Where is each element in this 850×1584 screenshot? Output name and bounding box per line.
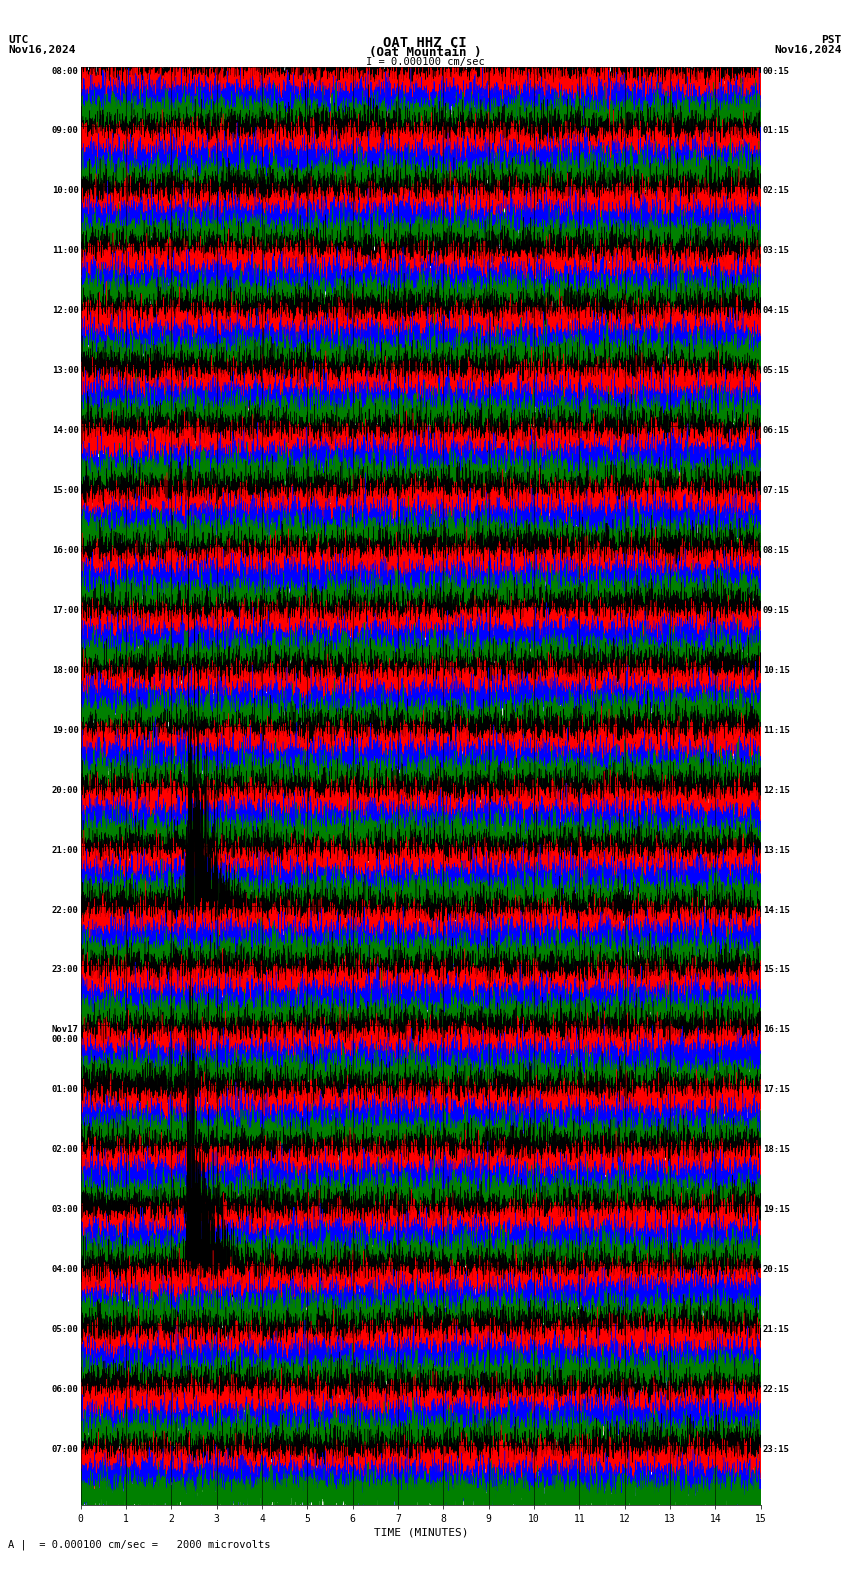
Text: 02:15: 02:15 — [762, 187, 790, 195]
Text: 10:00: 10:00 — [52, 187, 79, 195]
Text: 11:15: 11:15 — [762, 725, 790, 735]
Text: 22:00: 22:00 — [52, 906, 79, 914]
Text: 14:15: 14:15 — [762, 906, 790, 914]
Text: 04:15: 04:15 — [762, 306, 790, 315]
Text: 20:00: 20:00 — [52, 786, 79, 795]
Text: 17:00: 17:00 — [52, 605, 79, 615]
Text: 04:00: 04:00 — [52, 1266, 79, 1274]
Text: 07:00: 07:00 — [52, 1445, 79, 1454]
Text: PST: PST — [821, 35, 842, 44]
Text: Nov16,2024: Nov16,2024 — [8, 46, 76, 55]
Text: 12:15: 12:15 — [762, 786, 790, 795]
Text: 01:00: 01:00 — [52, 1085, 79, 1095]
Text: 06:15: 06:15 — [762, 426, 790, 436]
Text: 16:15: 16:15 — [762, 1025, 790, 1034]
Text: 23:00: 23:00 — [52, 965, 79, 974]
Text: 15:15: 15:15 — [762, 965, 790, 974]
Text: 10:15: 10:15 — [762, 665, 790, 675]
Text: 20:15: 20:15 — [762, 1266, 790, 1274]
Text: 08:00: 08:00 — [52, 67, 79, 76]
Text: 03:15: 03:15 — [762, 246, 790, 255]
Text: 11:00: 11:00 — [52, 246, 79, 255]
Text: Nov17
00:00: Nov17 00:00 — [52, 1025, 79, 1044]
Text: 13:00: 13:00 — [52, 366, 79, 375]
Text: Nov16,2024: Nov16,2024 — [774, 46, 842, 55]
Text: 18:00: 18:00 — [52, 665, 79, 675]
Text: 03:00: 03:00 — [52, 1205, 79, 1215]
Text: 08:15: 08:15 — [762, 546, 790, 554]
Text: 19:00: 19:00 — [52, 725, 79, 735]
Text: 05:15: 05:15 — [762, 366, 790, 375]
Text: (Oat Mountain ): (Oat Mountain ) — [369, 46, 481, 59]
Text: 09:00: 09:00 — [52, 127, 79, 136]
X-axis label: TIME (MINUTES): TIME (MINUTES) — [373, 1529, 468, 1538]
Text: 21:00: 21:00 — [52, 846, 79, 855]
Text: 05:00: 05:00 — [52, 1324, 79, 1334]
Text: OAT HHZ CI: OAT HHZ CI — [383, 36, 467, 49]
Text: 01:15: 01:15 — [762, 127, 790, 136]
Text: 18:15: 18:15 — [762, 1145, 790, 1155]
Text: 21:15: 21:15 — [762, 1324, 790, 1334]
Text: 06:00: 06:00 — [52, 1384, 79, 1394]
Text: 00:15: 00:15 — [762, 67, 790, 76]
Text: 09:15: 09:15 — [762, 605, 790, 615]
Text: 13:15: 13:15 — [762, 846, 790, 855]
Text: 16:00: 16:00 — [52, 546, 79, 554]
Text: 15:00: 15:00 — [52, 486, 79, 496]
Text: 17:15: 17:15 — [762, 1085, 790, 1095]
Text: A |  = 0.000100 cm/sec =   2000 microvolts: A | = 0.000100 cm/sec = 2000 microvolts — [8, 1540, 271, 1551]
Text: UTC: UTC — [8, 35, 29, 44]
Text: 12:00: 12:00 — [52, 306, 79, 315]
Text: 02:00: 02:00 — [52, 1145, 79, 1155]
Text: 19:15: 19:15 — [762, 1205, 790, 1215]
Text: I = 0.000100 cm/sec: I = 0.000100 cm/sec — [366, 57, 484, 67]
Text: 07:15: 07:15 — [762, 486, 790, 496]
Text: 23:15: 23:15 — [762, 1445, 790, 1454]
Text: 22:15: 22:15 — [762, 1384, 790, 1394]
Text: 14:00: 14:00 — [52, 426, 79, 436]
